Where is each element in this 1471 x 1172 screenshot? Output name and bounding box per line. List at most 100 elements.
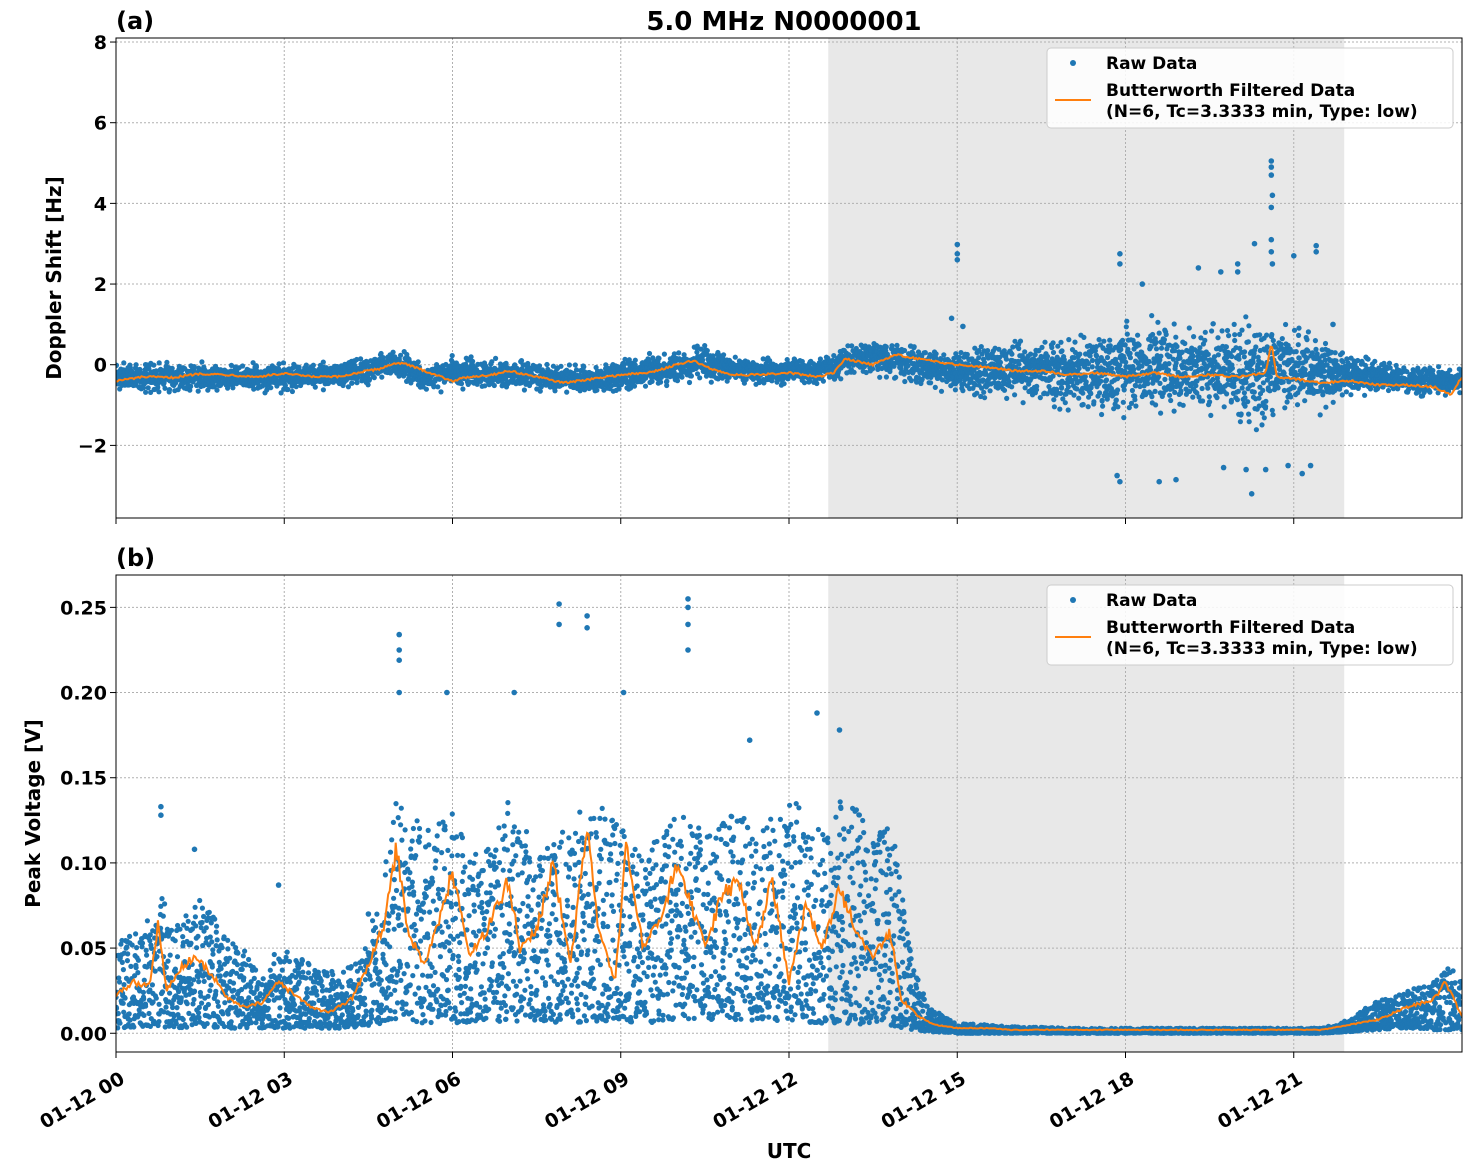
raw-data-point: [1171, 321, 1177, 327]
raw-data-point: [960, 388, 966, 394]
raw-data-point: [378, 350, 384, 357]
raw-data-point: [1223, 344, 1229, 350]
raw-data-point: [1179, 349, 1185, 355]
raw-data-point: [1076, 395, 1082, 401]
raw-data-point: [1089, 357, 1096, 364]
raw-data-point: [1118, 346, 1124, 353]
raw-data-point: [1215, 335, 1221, 341]
raw-data-point: [1256, 395, 1262, 401]
raw-data-point: [1295, 342, 1301, 348]
raw-data-point: [674, 378, 681, 384]
raw-data-point: [1208, 412, 1214, 418]
raw-data-point: [928, 380, 934, 386]
raw-data-point: [1081, 334, 1087, 340]
raw-data-point: [877, 374, 883, 380]
raw-data-point: [214, 387, 220, 393]
raw-data-point: [1107, 337, 1113, 343]
raw-data-point: [1210, 321, 1216, 327]
raw-data-point: [658, 379, 664, 385]
raw-data-point: [1080, 401, 1086, 408]
raw-data-point: [1186, 325, 1192, 331]
raw-data-point: [1236, 356, 1242, 362]
raw-data-point: [676, 350, 682, 356]
raw-data-point: [1291, 327, 1298, 333]
raw-data-point: [1231, 383, 1237, 390]
raw-data-point: [1020, 400, 1026, 406]
raw-data-point: [1224, 391, 1230, 397]
raw-data-point: [1012, 392, 1018, 398]
raw-data-point: [1267, 374, 1273, 380]
raw-data-point: [1235, 388, 1241, 394]
raw-data-point: [1146, 375, 1152, 381]
raw-data-point: [1001, 387, 1008, 393]
raw-data-point: [1161, 337, 1167, 343]
raw-data-point: [697, 375, 703, 381]
raw-data-point: [1123, 324, 1129, 330]
raw-data-point: [1257, 332, 1263, 338]
raw-data-point: [345, 384, 351, 390]
raw-data-point: [1282, 405, 1288, 411]
raw-data-point: [1145, 381, 1151, 387]
raw-data-point: [1241, 354, 1247, 360]
raw-data-point: [1115, 404, 1121, 410]
raw-data-point: [1284, 399, 1290, 405]
raw-data-point: [1103, 377, 1110, 383]
raw-data-point: [1206, 394, 1212, 400]
raw-data-point: [1059, 348, 1065, 354]
raw-data-point: [145, 385, 151, 391]
raw-data-point: [544, 361, 550, 368]
raw-data-point: [1267, 388, 1273, 394]
raw-data-point: [1004, 395, 1010, 401]
raw-data-point: [938, 388, 945, 394]
raw-data-point: [704, 348, 710, 354]
raw-data-point: [870, 366, 876, 372]
raw-data-point: [649, 378, 655, 384]
raw-data-point: [1089, 364, 1095, 370]
raw-data-point: [1304, 337, 1310, 343]
raw-data-point: [392, 354, 398, 360]
raw-data-point: [922, 350, 928, 356]
raw-data-point: [371, 375, 377, 381]
raw-data-point: [1207, 399, 1213, 405]
raw-data-point: [1209, 328, 1215, 334]
raw-data-point: [1251, 389, 1257, 395]
raw-data-point: [240, 363, 246, 369]
raw-data-point: [1178, 388, 1184, 394]
raw-data-point: [1239, 327, 1245, 333]
raw-data-point: [631, 383, 638, 389]
raw-data-point: [1152, 388, 1158, 394]
raw-data-point: [1238, 411, 1244, 417]
raw-data-point: [1386, 360, 1393, 366]
raw-data-point: [162, 385, 168, 391]
raw-data-point: [1317, 412, 1323, 418]
raw-data-point: [1246, 419, 1252, 425]
raw-data-point: [997, 359, 1004, 365]
raw-data-point: [1172, 389, 1178, 395]
raw-data-point: [525, 360, 531, 367]
raw-data-point: [1121, 415, 1127, 421]
raw-data-point: [449, 353, 455, 359]
figure-title: 5.0 MHz N0000001: [646, 7, 921, 37]
raw-data-point: [1226, 333, 1232, 339]
raw-data-point: [564, 389, 570, 395]
raw-data-point: [398, 352, 404, 358]
raw-data-point: [679, 374, 685, 380]
raw-data-point: [1293, 349, 1299, 355]
raw-data-point: [323, 365, 329, 371]
raw-data-point: [251, 386, 257, 392]
raw-data-point: [1132, 397, 1138, 403]
raw-data-point: [1115, 387, 1121, 393]
raw-data-point: [1276, 363, 1283, 369]
raw-data-point: [901, 347, 908, 354]
raw-data-point: [1037, 395, 1043, 401]
raw-data-point: [1313, 346, 1319, 352]
raw-data-point: [1065, 384, 1071, 390]
raw-data-point: [1124, 318, 1130, 324]
raw-data-point: [661, 351, 668, 357]
raw-data-point: [1288, 394, 1294, 400]
raw-data-point: [656, 355, 662, 361]
raw-data-point: [1051, 397, 1057, 403]
raw-data-point: [664, 378, 670, 384]
raw-data-point: [489, 359, 495, 365]
raw-data-point: [1214, 395, 1220, 401]
